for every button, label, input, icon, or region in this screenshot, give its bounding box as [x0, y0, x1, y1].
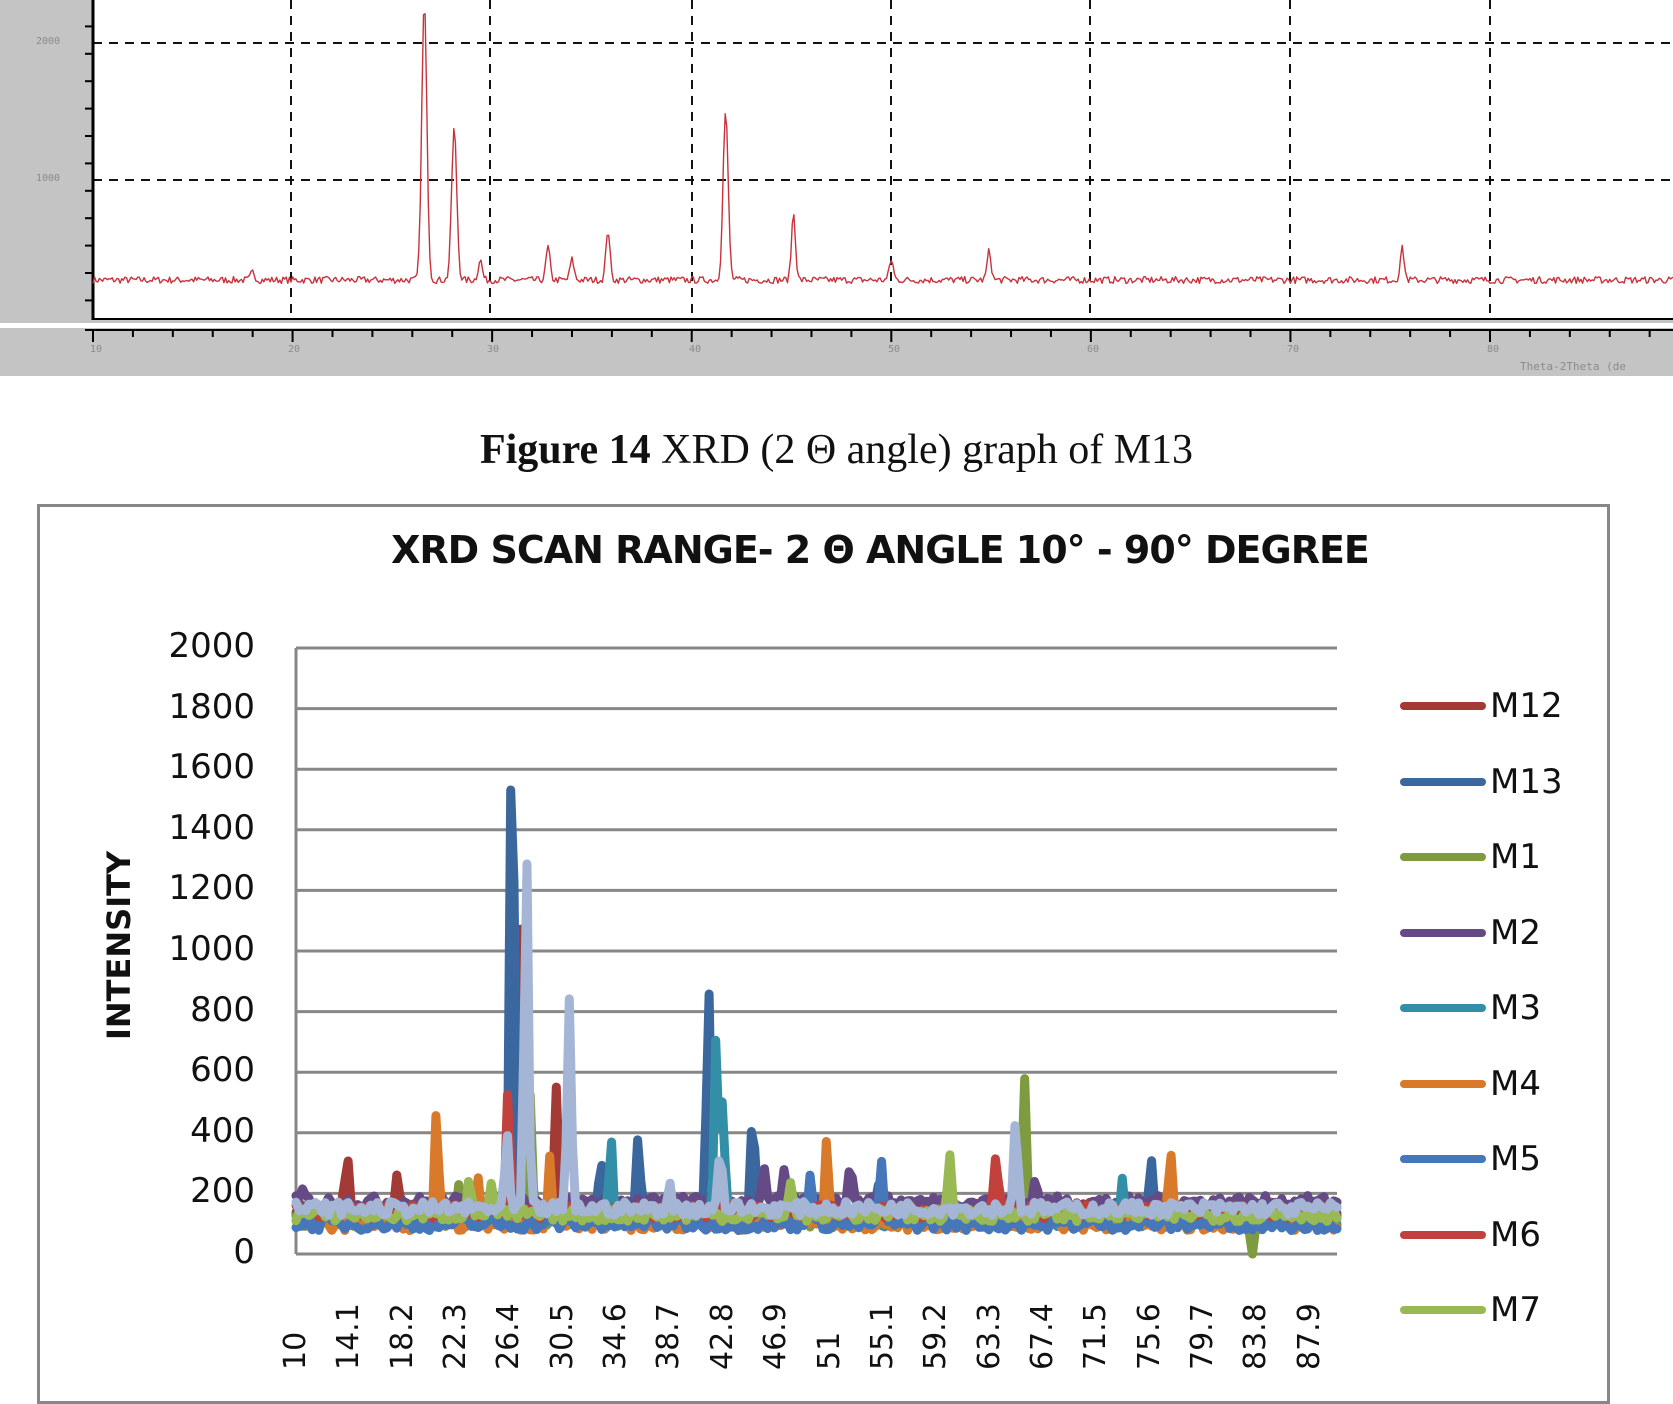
y-tick: 600 [190, 1050, 255, 1091]
legend-label: M7 [1490, 1290, 1541, 1330]
x-tick: 42.8 [704, 1303, 740, 1370]
y-tick: 1000 [168, 929, 255, 969]
top-x-tick: 50 [888, 344, 901, 355]
y-tick: 0 [233, 1232, 255, 1272]
y-tick: 400 [190, 1110, 255, 1151]
legend-swatch [1400, 928, 1486, 937]
x-tick: 10 [278, 1331, 313, 1370]
y-tick: 200 [190, 1171, 255, 1212]
legend-swatch [1400, 1230, 1486, 1239]
chart-title: XRD SCAN RANGE- 2 Θ ANGLE 10° - 90° DEGR… [391, 528, 1370, 572]
top-x-tick: 80 [1487, 344, 1500, 355]
top-plot-area [85, 0, 1673, 342]
series-line [291, 785, 1342, 1223]
x-tick: 67.4 [1024, 1303, 1060, 1370]
legend-swatch [1400, 853, 1486, 861]
legend-swatch [1400, 777, 1486, 786]
legend-label: M13 [1490, 761, 1563, 802]
legend-swatch [1400, 702, 1486, 710]
legend-item-m3: M3 [1400, 988, 1541, 1028]
top-x-axis-label: Theta-2Theta (de [1520, 360, 1626, 373]
top-y-tick: 2000 [36, 36, 61, 47]
x-tick: 14.1 [331, 1303, 367, 1370]
y-tick: 1800 [168, 686, 255, 727]
separator-strip [0, 323, 1673, 328]
x-tick: 87.9 [1291, 1303, 1327, 1370]
legend-swatch [1400, 1079, 1486, 1088]
x-tick: 46.9 [758, 1303, 794, 1370]
legend-swatch [1400, 1306, 1486, 1314]
top-x-tick: 10 [90, 344, 103, 355]
top-x-tick: 20 [288, 344, 301, 355]
legend-item-m2: M2 [1400, 913, 1541, 953]
top-x-tick: 40 [689, 344, 702, 355]
x-tick: 71.5 [1078, 1303, 1114, 1370]
caption-text: XRD (2 Θ angle) graph of M13 [650, 427, 1194, 473]
x-tick: 26.4 [491, 1303, 527, 1370]
y-axis-label: INTENSITY [100, 850, 138, 1040]
x-tick: 59.2 [918, 1303, 954, 1370]
legend-label: M12 [1490, 686, 1563, 726]
legend-item-m7: M7 [1400, 1290, 1541, 1330]
legend-label: M6 [1490, 1214, 1541, 1255]
legend-swatch [1400, 1155, 1486, 1163]
x-tick: 75.6 [1131, 1303, 1167, 1370]
y-tick: 2000 [168, 626, 255, 666]
series-line [291, 859, 1342, 1220]
x-tick: 34.6 [598, 1303, 634, 1370]
legend-item-m4: M4 [1400, 1064, 1541, 1104]
top-x-tick: 70 [1287, 344, 1300, 355]
legend-item-m1: M1 [1400, 837, 1541, 877]
legend-label: M4 [1490, 1063, 1541, 1104]
legend-swatch [1400, 1004, 1486, 1012]
legend-label: M2 [1490, 912, 1541, 953]
x-tick: 83.8 [1238, 1303, 1274, 1370]
figure-number: Figure 14 [479, 427, 651, 473]
figure-caption: Figure 14 XRD (2 Θ angle) graph of M13 [0, 426, 1673, 474]
x-tick: 55.1 [864, 1303, 900, 1370]
x-tick: 38.7 [651, 1303, 687, 1370]
legend-item-m12: M12 [1400, 686, 1563, 726]
x-tick: 18.2 [384, 1303, 420, 1370]
legend-label: M1 [1490, 837, 1541, 877]
legend-label: M5 [1490, 1139, 1541, 1179]
top-y-tick: 1000 [36, 173, 61, 184]
y-tick: 1400 [168, 807, 255, 848]
x-tick: 63.3 [971, 1303, 1007, 1370]
x-tick: 22.3 [438, 1303, 474, 1370]
x-tick: 51 [811, 1331, 847, 1370]
top-x-tick: 60 [1087, 344, 1100, 355]
legend-item-m6: M6 [1400, 1215, 1541, 1255]
y-tick: 800 [190, 989, 255, 1030]
legend-item-m13: M13 [1400, 762, 1563, 802]
y-tick: 1200 [168, 868, 255, 909]
legend-label: M3 [1490, 988, 1541, 1028]
legend-item-m5: M5 [1400, 1139, 1541, 1179]
top-xrd-chart: 2000 1000 10 20 30 40 50 60 70 80 Theta-2Theta (… [0, 0, 1673, 376]
top-x-tick: 30 [487, 344, 500, 355]
y-tick: 1600 [168, 747, 255, 788]
x-tick: 30.5 [544, 1303, 580, 1370]
x-tick: 79.7 [1184, 1303, 1220, 1370]
